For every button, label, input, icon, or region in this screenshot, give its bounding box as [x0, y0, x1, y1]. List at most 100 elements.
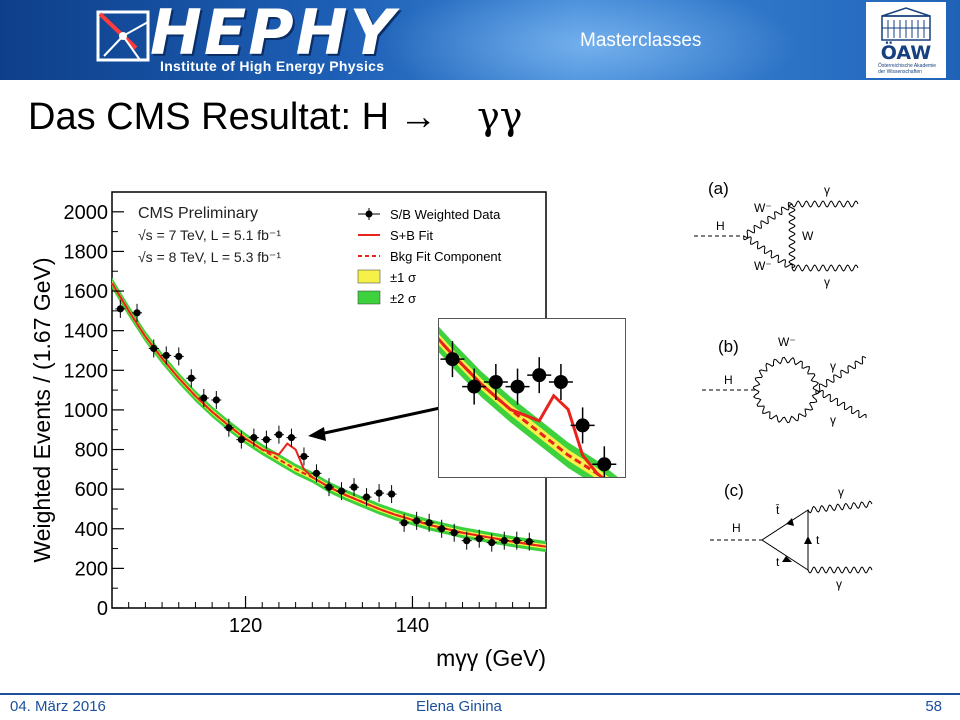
data-point [387, 490, 396, 498]
diagram-c-photon-lower [807, 566, 873, 574]
data-point [438, 525, 446, 533]
data-point [225, 424, 233, 432]
data-point [275, 431, 283, 439]
diagram-a-w-lower [743, 235, 793, 269]
diagram-c-gamma-lower: γ [836, 577, 842, 591]
data-point [212, 396, 220, 404]
diagram-c-photon-upper [807, 500, 873, 514]
y-tick-label: 1800 [64, 241, 109, 263]
y-tick-label: 200 [75, 558, 108, 580]
y-tick-label: 1600 [64, 281, 109, 303]
data-point [350, 483, 358, 491]
legend-label: S+B Fit [390, 228, 433, 243]
diagram-b-photon-lower [815, 389, 867, 419]
diagram-b-label: (b) [718, 337, 739, 356]
data-point [375, 489, 383, 497]
legend-label: ±1 σ [390, 270, 416, 285]
data-point [133, 309, 141, 317]
legend-label: Bkg Fit Component [390, 249, 502, 264]
legend-label: S/B Weighted Data [390, 207, 501, 222]
inset-data-point [597, 457, 612, 472]
y-axis-label: Weighted Events / (1.67 GeV) [29, 257, 55, 562]
hephy-logo-icon [96, 10, 150, 62]
diagram-c-arrow-right [804, 536, 812, 544]
footer-page-number: 58 [925, 698, 942, 715]
academy-building-icon [881, 7, 931, 41]
diagram-a-wminus-lower: W⁻ [754, 259, 772, 273]
data-point [525, 538, 533, 546]
diagram-c-label: (c) [724, 481, 744, 500]
data-point [325, 483, 333, 491]
diagram-c-arrow-upper [786, 518, 794, 526]
diagram-a-gamma-lower: γ [824, 275, 830, 289]
arrow-right-icon: → [399, 96, 438, 138]
data-point [337, 487, 346, 495]
diagram-a-w-vertical [788, 203, 796, 269]
inset-content [439, 326, 618, 477]
diagram-b-higgs-label: H [724, 373, 733, 387]
diagram-c-higgs-label: H [732, 521, 741, 535]
data-point [287, 434, 296, 442]
sb-fit-line [111, 282, 547, 548]
data-point [200, 394, 208, 402]
y-tick-label: 1000 [64, 400, 109, 422]
y-tick-label: 0 [97, 598, 108, 620]
slide-title: Das CMS Resultat: H → γγ [28, 94, 523, 139]
title-prefix: Das CMS Resultat: H [28, 96, 390, 138]
y-tick-label: 1200 [64, 360, 109, 382]
diagram-c-gamma-upper: γ [838, 485, 844, 499]
data-point [400, 519, 408, 527]
zoom-inset [438, 318, 626, 478]
inset-frame [438, 318, 626, 478]
title-symbol: γγ [477, 94, 523, 138]
diagram-c-t-lower-label: t [776, 555, 780, 569]
data-point [513, 537, 521, 545]
diagram-a-photon-upper [791, 200, 859, 208]
inset-data-point [532, 368, 547, 383]
data-point [425, 519, 433, 527]
diagram-a-w-label: W [802, 229, 814, 243]
y-tick-label: 800 [75, 440, 108, 462]
y-tick-label: 1400 [64, 321, 109, 343]
oaw-logo: ÖAW Österreichische Akademie der Wissens… [866, 2, 946, 78]
x-tick-label: 140 [396, 615, 429, 637]
banner-glow [380, 0, 800, 80]
legend-marker-band [357, 269, 381, 284]
inset-data-point [445, 352, 460, 367]
legend-marker-point [365, 210, 373, 218]
diagram-b-wminus-label: W⁻ [778, 335, 796, 349]
header-label: Masterclasses [580, 30, 702, 51]
inset-data-point [553, 375, 568, 389]
x-tick-label: 120 [229, 615, 262, 637]
legend-marker-band [357, 290, 381, 305]
oaw-logo-subtitle: Österreichische Akademie der Wissenschaf… [878, 63, 937, 75]
data-point [116, 305, 124, 313]
y-tick-label: 600 [75, 479, 108, 501]
diagram-b-gamma-lower: γ [830, 413, 836, 427]
data-point [237, 436, 245, 444]
diagram-c-t-right-label: t [816, 533, 820, 547]
y-tick-label: 400 [75, 519, 108, 541]
y-tick-label: 2000 [64, 202, 109, 224]
plot-annotation: √s = 7 TeV, L = 5.1 fb⁻¹ [138, 227, 281, 243]
inset-data-point [467, 379, 482, 394]
footer-divider [0, 693, 960, 695]
plot-annotation: √s = 8 TeV, L = 5.3 fb⁻¹ [138, 249, 281, 265]
diagram-a-higgs-label: H [716, 219, 725, 233]
diagram-b-gamma-upper: γ [830, 359, 836, 373]
data-point [187, 374, 195, 382]
footer-author: Elena Ginina [416, 698, 502, 715]
header-banner: HEPHY Institute of High Energy Physics M… [0, 0, 960, 80]
data-point [262, 436, 271, 444]
diagram-a-wminus-upper: W⁻ [754, 201, 772, 215]
feynman-diagrams: (a) H W⁻ W W⁻ γ γ (b) H W⁻ γ γ (c) Ht̄ t t γ γ [694, 179, 873, 591]
diagram-b-photon-upper [815, 356, 867, 392]
data-point [150, 344, 158, 353]
data-point [300, 452, 308, 461]
legend-label: ±2 σ [390, 291, 416, 306]
data-point [312, 469, 321, 477]
data-point [463, 537, 471, 545]
diagram-c-tbar-label: t̄ [776, 503, 780, 517]
data-point [413, 517, 421, 525]
x-axis-label: mγγ (GeV) [436, 645, 546, 671]
